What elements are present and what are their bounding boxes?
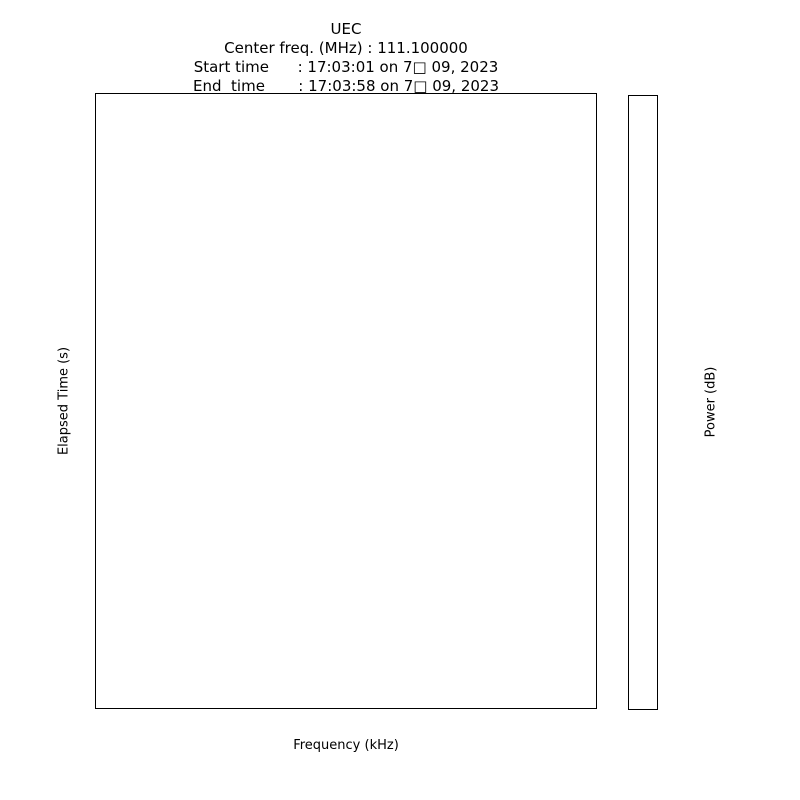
header-block: UEC Center freq. (MHz) : 111.100000 Star… [95, 20, 597, 96]
colorbar [628, 95, 658, 710]
figure-title: UEC [330, 20, 362, 38]
colorbar-canvas [629, 96, 657, 709]
colorbar-label: Power (dB) [703, 366, 719, 438]
spectrogram-canvas [96, 94, 596, 708]
subtitle-start-time: Start time : 17:03:01 on 7□ 09, 2023 [193, 58, 499, 76]
spectrogram-plot-area [95, 93, 597, 709]
y-axis-label: Elapsed Time (s) [56, 346, 72, 456]
subtitle-end-time: End time : 17:03:58 on 7□ 09, 2023 [193, 77, 499, 95]
subtitle-center-freq: Center freq. (MHz) : 111.100000 [224, 39, 468, 57]
x-axis-label: Frequency (kHz) [293, 738, 399, 753]
